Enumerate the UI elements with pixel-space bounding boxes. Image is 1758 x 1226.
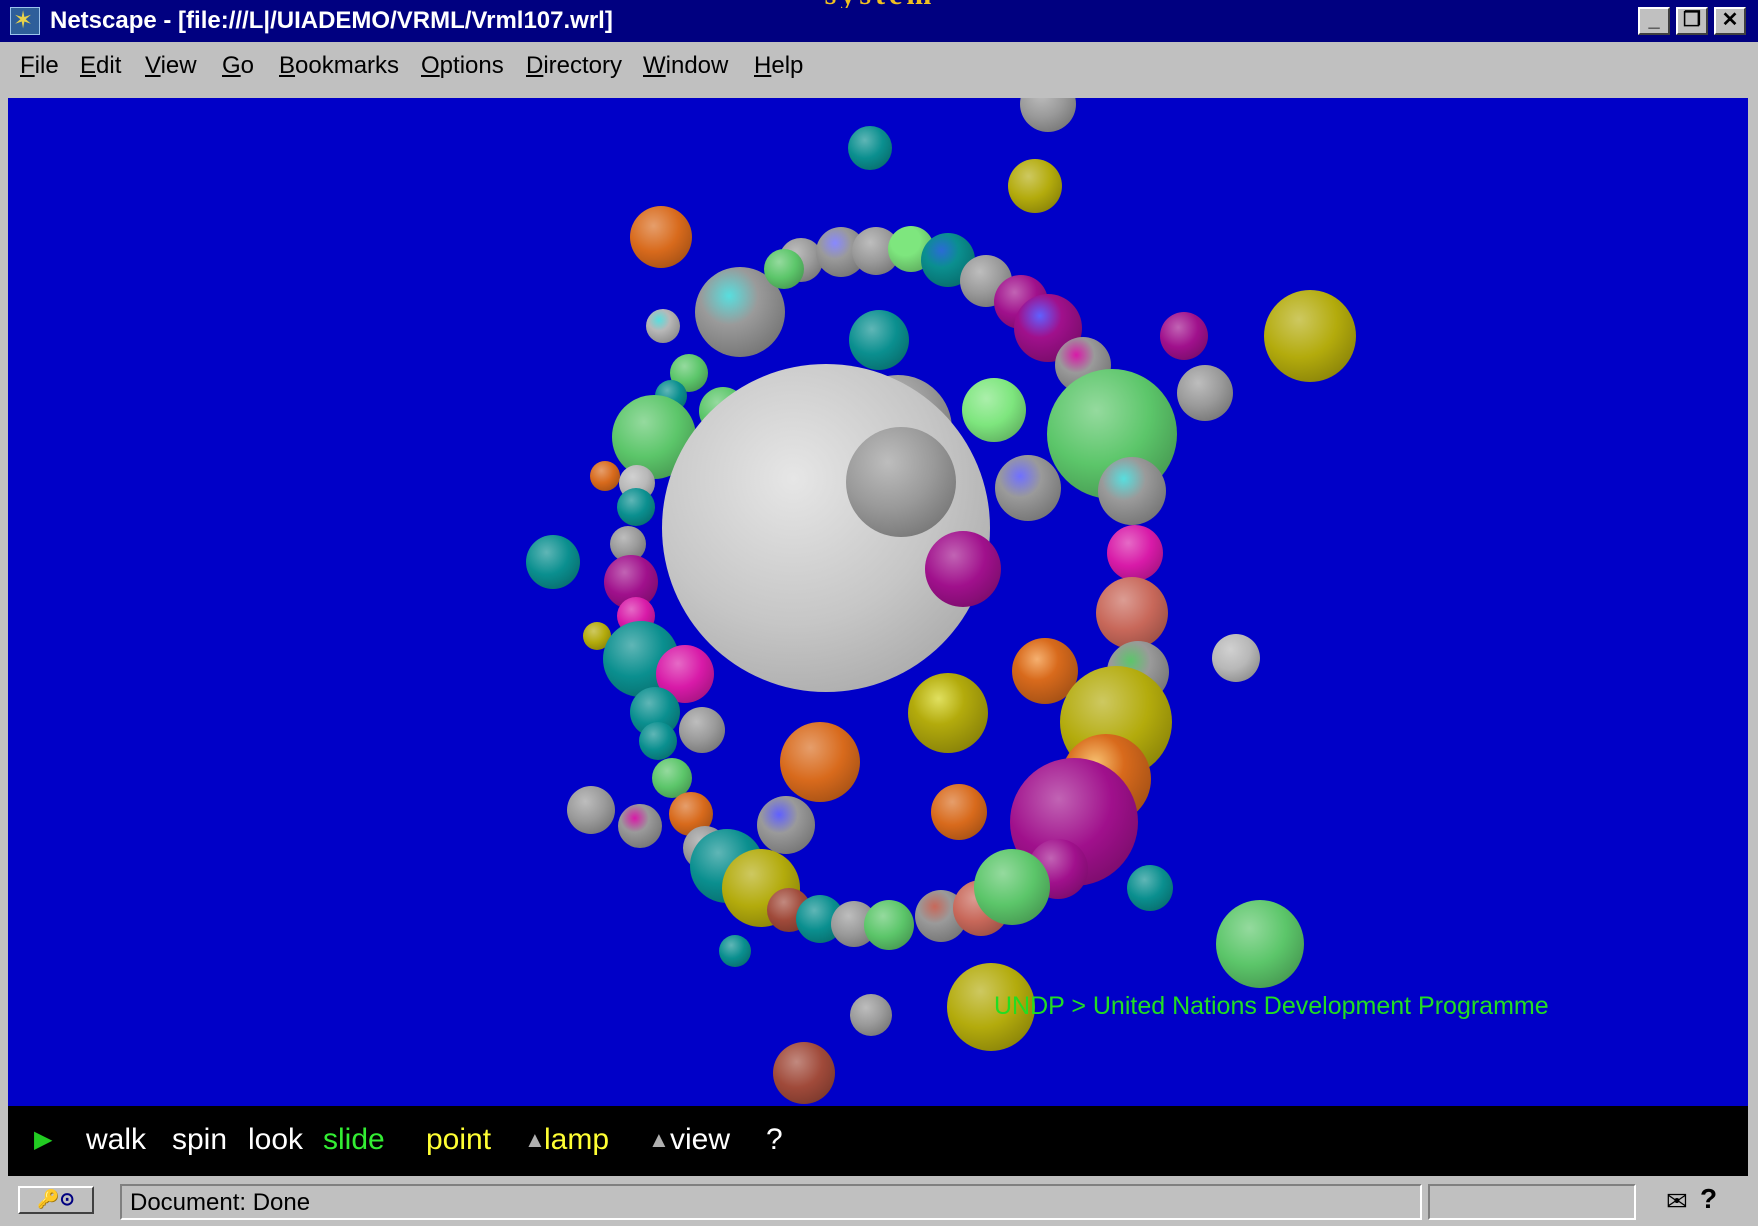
restore-icon[interactable]: ❐ [1676, 7, 1708, 35]
scene-sphere[interactable] [780, 722, 860, 802]
title-bar[interactable]: ✶ Netscape - [file:///L|/UIADEMO/VRML/Vr… [0, 0, 1758, 42]
menu-bar: File Edit View Go Bookmarks Options Dire… [0, 42, 1758, 96]
menu-view[interactable]: View [145, 52, 197, 79]
status-message-field: Document: Done [120, 1184, 1422, 1220]
scene-sphere[interactable] [617, 488, 655, 526]
nav-view[interactable]: view [670, 1123, 731, 1156]
menu-window[interactable]: Window [643, 52, 729, 79]
menu-go[interactable]: Go [222, 52, 255, 79]
vrml-navigation-bar: ▶ walk spin look slide point ▲ lamp ▲ vi… [8, 1106, 1748, 1176]
scene-sphere[interactable] [1264, 290, 1356, 382]
scene-sphere[interactable] [526, 535, 580, 589]
menu-edit[interactable]: Edit [80, 52, 122, 79]
central-sphere[interactable] [662, 364, 990, 692]
scene-sphere[interactable] [864, 900, 914, 950]
menu-file[interactable]: File [20, 52, 59, 79]
scene-sphere[interactable] [1160, 312, 1208, 360]
nav-walk[interactable]: walk [86, 1123, 147, 1156]
scene-sphere[interactable] [849, 310, 909, 370]
nav-spin[interactable]: spin [172, 1123, 228, 1156]
scene-sphere[interactable] [679, 707, 725, 753]
scene-sphere[interactable] [670, 354, 708, 392]
nav-help[interactable]: ? [766, 1123, 783, 1156]
scene-sphere[interactable] [757, 796, 815, 854]
scene-sphere[interactable] [1212, 634, 1260, 682]
scene-sphere[interactable] [567, 786, 615, 834]
scene-sphere[interactable] [974, 849, 1050, 925]
progress-field [1428, 1184, 1636, 1220]
hover-label: UNDP > United Nations Development Progra… [994, 992, 1549, 1020]
menu-help[interactable]: Help [754, 52, 804, 79]
scene-sphere[interactable] [850, 994, 892, 1036]
scene-sphere[interactable] [1098, 457, 1166, 525]
scene-sphere[interactable] [646, 309, 680, 343]
nav-slide[interactable]: slide [323, 1123, 385, 1156]
scene-sphere[interactable] [630, 206, 692, 268]
scene-sphere[interactable] [604, 555, 658, 609]
lamp-updown-arrow-icon[interactable]: ▲ [524, 1127, 546, 1152]
mail-icon[interactable]: ✉ [1666, 1186, 1688, 1216]
menu-directory[interactable]: Directory [526, 52, 623, 79]
scene-sphere[interactable] [773, 1042, 835, 1104]
window-title: Netscape - [file:///L|/UIADEMO/VRML/Vrml… [50, 7, 613, 34]
scene-sphere[interactable] [995, 455, 1061, 521]
scene-sphere[interactable] [1096, 577, 1168, 649]
status-bar: 🔑⊙ Document: Done ✉ ? [0, 1176, 1758, 1226]
scene-sphere[interactable] [719, 935, 751, 967]
scene-sphere[interactable] [846, 427, 956, 537]
nav-point[interactable]: point [426, 1123, 492, 1156]
vrml-scene-viewport[interactable]: UNDP > United Nations Development Progra… [8, 98, 1748, 1106]
security-key-icon[interactable]: 🔑⊙ [18, 1186, 94, 1214]
menu-bookmarks[interactable]: Bookmarks [279, 52, 400, 79]
scene-sphere[interactable] [947, 963, 1035, 1051]
page-heading-fragment: system [760, 0, 1000, 8]
scene-sphere[interactable] [618, 804, 662, 848]
scene-sphere[interactable] [764, 249, 804, 289]
play-triangle-icon[interactable]: ▶ [34, 1126, 53, 1153]
scene-sphere[interactable] [931, 784, 987, 840]
scene-sphere[interactable] [639, 722, 677, 760]
scene-sphere[interactable] [1127, 865, 1173, 911]
question-icon[interactable]: ? [1700, 1183, 1718, 1214]
scene-sphere[interactable] [1107, 525, 1163, 581]
netscape-logo-icon: ✶ [10, 7, 40, 35]
scene-sphere[interactable] [921, 233, 975, 287]
scene-sphere[interactable] [590, 461, 620, 491]
nav-lamp[interactable]: lamp [544, 1123, 610, 1156]
scene-sphere[interactable] [652, 758, 692, 798]
scene-sphere[interactable] [1216, 900, 1304, 988]
scene-sphere[interactable] [925, 531, 1001, 607]
scene-sphere[interactable] [962, 378, 1026, 442]
nav-look[interactable]: look [248, 1123, 304, 1156]
minimize-icon[interactable]: _ [1638, 7, 1670, 35]
close-icon[interactable]: ✕ [1714, 7, 1746, 35]
menu-options[interactable]: Options [421, 52, 504, 79]
status-text: Document: Done [130, 1189, 311, 1216]
scene-sphere[interactable] [695, 267, 785, 357]
scene-sphere[interactable] [1008, 159, 1062, 213]
scene-sphere[interactable] [1020, 98, 1076, 132]
scene-sphere[interactable] [848, 126, 892, 170]
scene-sphere[interactable] [1177, 365, 1233, 421]
view-updown-arrow-icon[interactable]: ▲ [648, 1127, 670, 1152]
scene-sphere[interactable] [908, 673, 988, 753]
